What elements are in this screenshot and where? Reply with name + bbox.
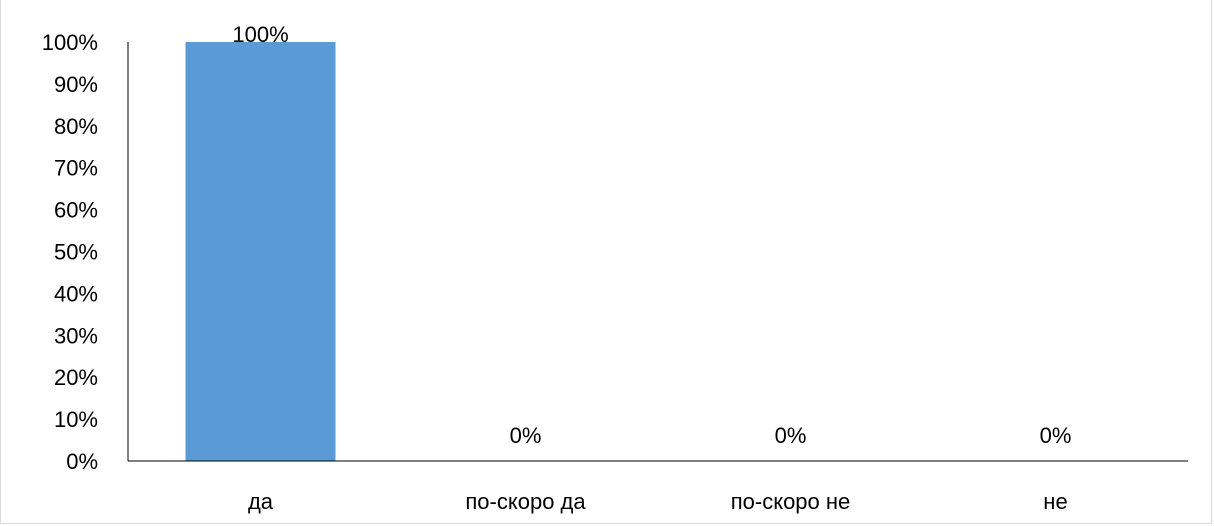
x-category-label: да: [248, 489, 274, 514]
y-axis-ticks: 0% 10% 20% 30% 40% 50% 60% 70% 80% 90% 100%: [42, 30, 98, 474]
y-tick-label: 100%: [42, 30, 98, 55]
data-labels: 100% 0% 0% 0%: [232, 22, 1071, 448]
y-tick-label: 80%: [54, 114, 98, 139]
y-tick-label: 90%: [54, 72, 98, 97]
y-tick-label: 60%: [54, 198, 98, 223]
x-category-label: по-скоро не: [731, 489, 851, 514]
bars: [185, 42, 336, 461]
y-tick-label: 10%: [54, 407, 98, 432]
y-tick-label: 70%: [54, 156, 98, 181]
y-tick-label: 30%: [54, 323, 98, 348]
y-tick-label: 20%: [54, 365, 98, 390]
data-label: 0%: [775, 423, 807, 448]
x-axis-labels: да по-скоро да по-скоро не не: [248, 489, 1068, 514]
data-label: 0%: [1040, 423, 1072, 448]
data-label: 0%: [510, 423, 542, 448]
y-tick-label: 40%: [54, 281, 98, 306]
bar: [185, 42, 336, 461]
data-label: 100%: [232, 22, 288, 47]
x-category-label: по-скоро да: [465, 489, 586, 514]
x-category-label: не: [1043, 489, 1067, 514]
y-tick-label: 0%: [66, 449, 98, 474]
y-tick-label: 50%: [54, 240, 98, 265]
